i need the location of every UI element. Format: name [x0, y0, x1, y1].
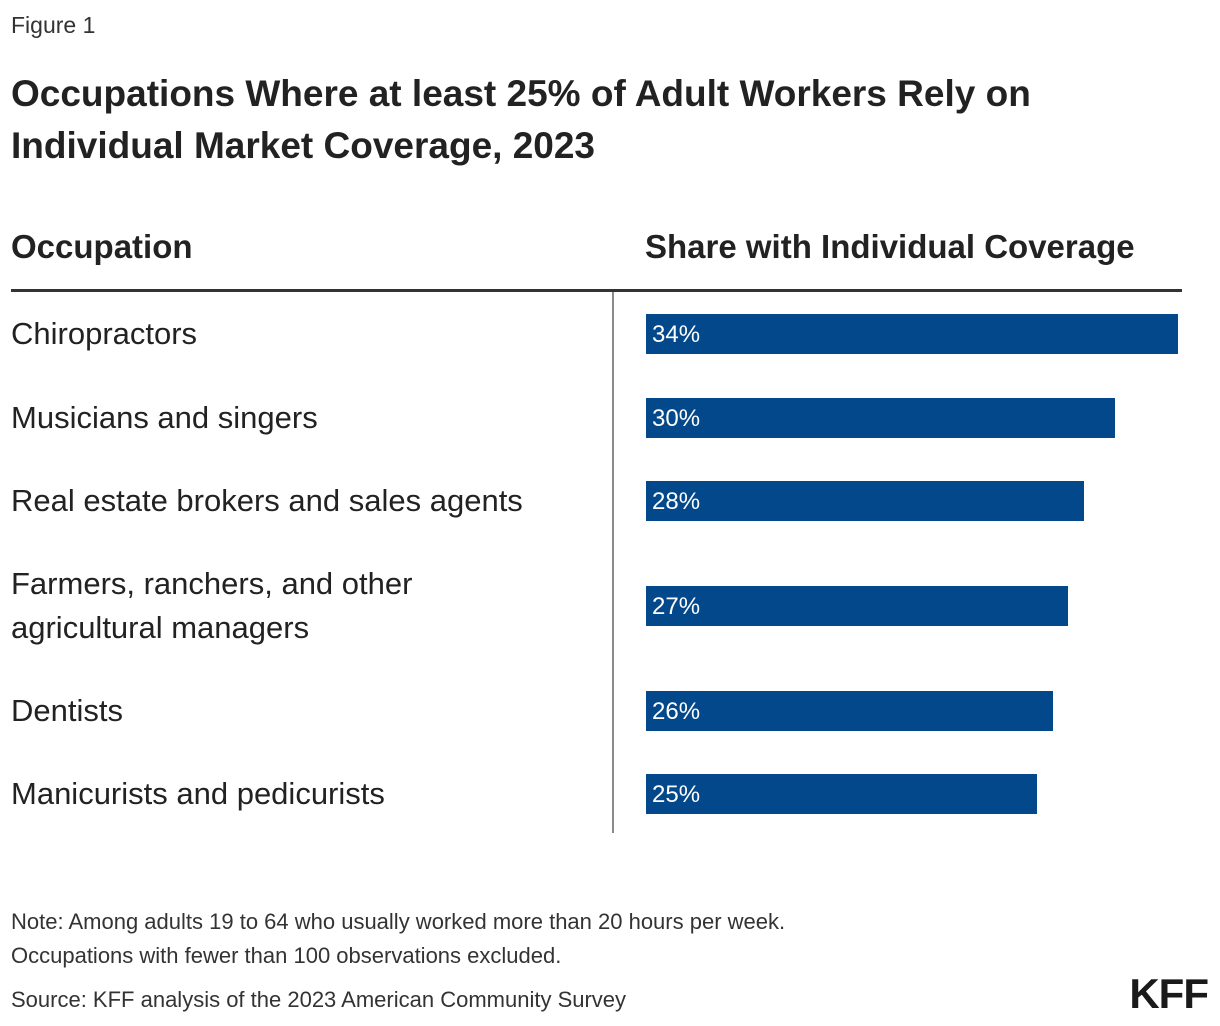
note-line-1: Note: Among adults 19 to 64 who usually … — [11, 909, 786, 934]
category-label: Musicians and singers — [11, 400, 318, 435]
category-label: Farmers, ranchers, and other agricultura… — [11, 566, 413, 645]
vertical-axis-line — [612, 292, 614, 833]
bar: 34% — [646, 314, 1178, 354]
share-column-header: Share with Individual Coverage — [645, 228, 1135, 265]
bar: 25% — [646, 774, 1037, 814]
category-label: Real estate brokers and sales agents — [11, 483, 523, 518]
category-label: Manicurists and pedicurists — [11, 776, 385, 811]
category-label: Chiropractors — [11, 316, 198, 351]
occupation-column-header: Occupation — [11, 228, 193, 265]
bar-value-label: 27% — [652, 593, 701, 620]
bar-value-label: 34% — [652, 321, 701, 348]
bar-value-label: 26% — [652, 698, 701, 725]
bar: 30% — [646, 398, 1115, 438]
chart-source: Source: KFF analysis of the 2023 America… — [11, 987, 627, 1012]
note-line-2: Occupations with fewer than 100 observat… — [11, 943, 562, 968]
kff-logo: KFF — [1129, 970, 1209, 1017]
bar: 26% — [646, 691, 1053, 731]
bar-value-label: 28% — [652, 488, 701, 515]
bar: 28% — [646, 481, 1084, 521]
bar: 27% — [646, 586, 1068, 626]
bar-value-label: 30% — [652, 405, 701, 432]
bar-value-label: 25% — [652, 781, 701, 808]
chart-title: Occupations Where at least 25% of Adult … — [11, 73, 1031, 166]
chart-note: Note: Among adults 19 to 64 who usually … — [11, 905, 785, 973]
category-label: Dentists — [11, 693, 123, 728]
figure-label: Figure 1 — [11, 12, 96, 38]
header-divider — [11, 289, 1182, 292]
